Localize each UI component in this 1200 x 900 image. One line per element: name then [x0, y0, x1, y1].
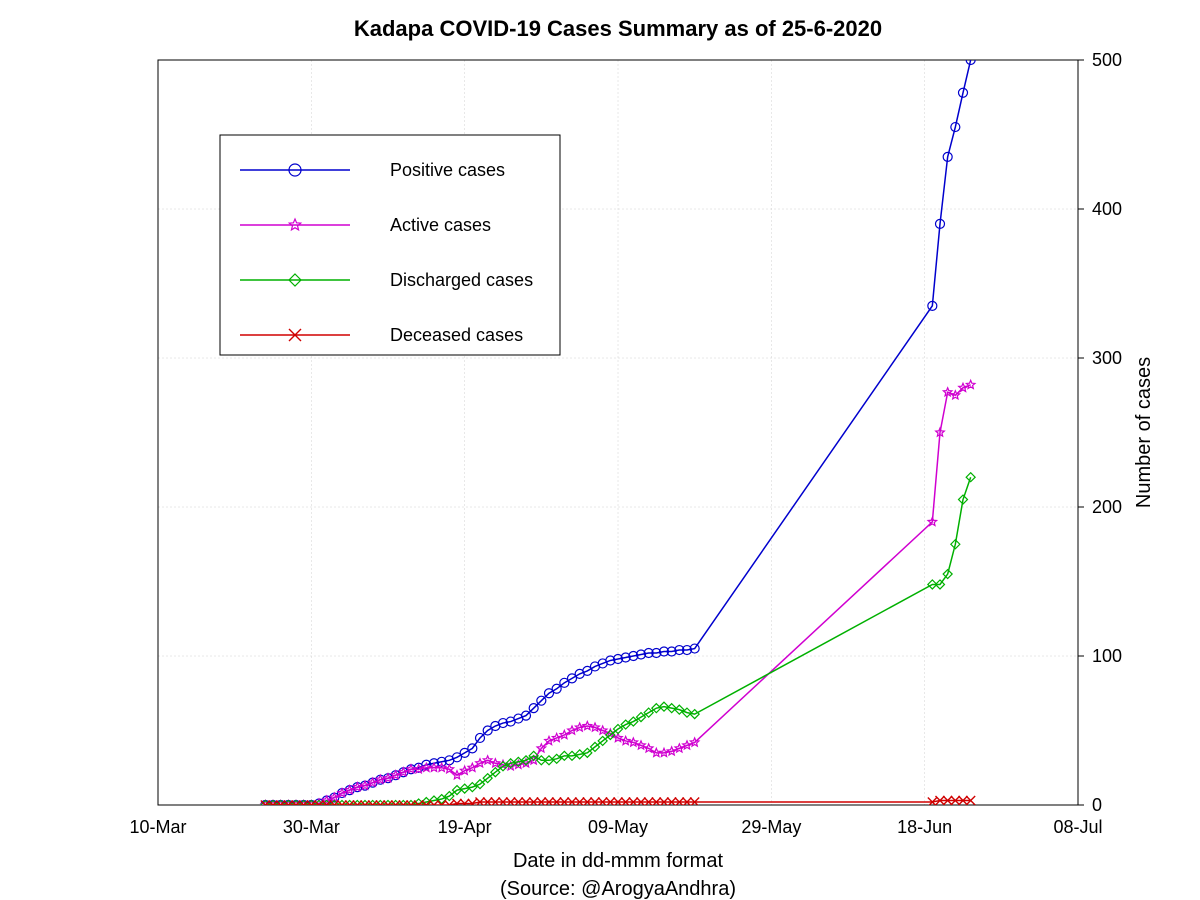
x-tick-label: 18-Jun — [897, 817, 952, 837]
source-label: (Source: @ArogyaAndhra) — [500, 878, 736, 900]
legend: Positive cases Active cases Discharged cas… — [220, 135, 560, 355]
x-tick-label: 30-Mar — [283, 817, 340, 837]
legend-label: Deceased cases — [390, 325, 523, 345]
x-axis-label: Date in dd-mmm format — [513, 850, 723, 872]
y-axis-label: Number of cases — [1133, 357, 1155, 508]
x-tick-label: 08-Jul — [1053, 817, 1102, 837]
series-deceased-cases — [261, 796, 975, 809]
x-tick-label: 10-Mar — [129, 817, 186, 837]
legend-label: Discharged cases — [390, 270, 533, 290]
x-tick-label: 09-May — [588, 817, 648, 837]
chart-title: Kadapa COVID-19 Cases Summary as of 25-6… — [354, 16, 882, 41]
x-tick-label: 19-Apr — [438, 817, 492, 837]
y-tick-label: 200 — [1092, 497, 1122, 517]
y-tick-label: 300 — [1092, 348, 1122, 368]
y-tick-label: 100 — [1092, 646, 1122, 666]
y-tick-label: 400 — [1092, 199, 1122, 219]
legend-label: Active cases — [390, 215, 491, 235]
y-tick-label: 500 — [1092, 50, 1122, 70]
chart: Kadapa COVID-19 Cases Summary as of 25-6… — [0, 0, 1200, 900]
x-tick-label: 29-May — [741, 817, 801, 837]
legend-label: Positive cases — [390, 160, 505, 180]
y-tick-label: 0 — [1092, 795, 1102, 815]
